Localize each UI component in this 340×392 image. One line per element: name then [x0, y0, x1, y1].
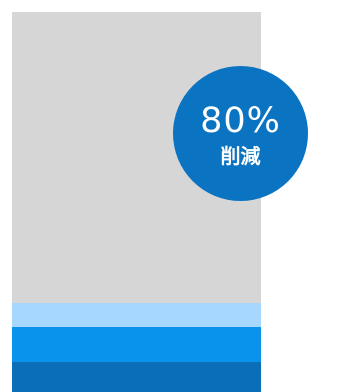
- reduction-badge: 80% 削減: [173, 66, 308, 201]
- badge-value: 80%: [200, 100, 281, 141]
- reduction-band-dark: [12, 362, 261, 392]
- badge-label: 削減: [220, 143, 261, 168]
- reduction-band-light: [12, 303, 261, 327]
- reduction-band-mid: [12, 327, 261, 362]
